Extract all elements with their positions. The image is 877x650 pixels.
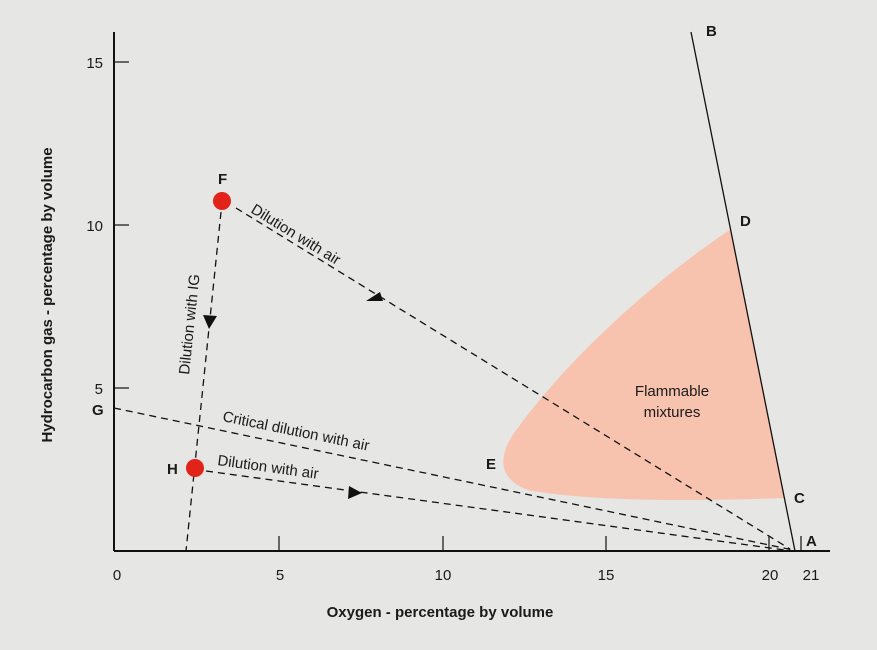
y-tick-label-15: 15 [86,55,103,72]
x-axis-title: Oxygen - percentage by volume [327,604,554,621]
flammable-region [503,229,785,500]
point-label-a: A [806,533,817,550]
label-f-dilution-ig: Dilution with IG [176,273,203,375]
x-tick-label-20: 20 [762,567,779,584]
y-axis-title: Hydrocarbon gas - percentage by volume [39,147,56,442]
point-label-g: G [92,402,104,419]
arrow-f-ig [203,315,217,329]
point-label-e: E [486,456,496,473]
x-tick-label-21: 21 [803,567,820,584]
y-tick-label-10: 10 [86,218,103,235]
arrow-f-air [366,292,383,301]
point-h-marker [186,459,204,477]
point-label-c: C [794,490,805,507]
arrow-h-air [348,486,362,499]
label-f-dilution-air: Dilution with air [248,201,344,269]
line-b-a [690,31,796,552]
point-f-marker [213,192,231,210]
region-label-line2: mixtures [644,404,701,421]
region-label-line1: Flammable [635,383,709,400]
label-critical-dilution: Critical dilution with air [221,408,371,454]
x-tick-label-10: 10 [435,567,452,584]
x-tick-label-5: 5 [276,567,284,584]
point-label-d: D [740,213,751,230]
point-label-h: H [167,461,178,478]
line-f-a-dilution-air [235,207,791,550]
label-h-dilution-air: Dilution with air [216,452,319,483]
line-f-dilution-ig [185,211,222,552]
x-tick-label-15: 15 [598,567,615,584]
point-label-f: F [218,171,227,188]
line-h-a-dilution-air [205,470,793,552]
y-tick-label-5: 5 [95,381,103,398]
x-tick-label-0: 0 [113,567,121,584]
line-g-a-critical [113,407,794,551]
point-label-b: B [706,23,717,40]
